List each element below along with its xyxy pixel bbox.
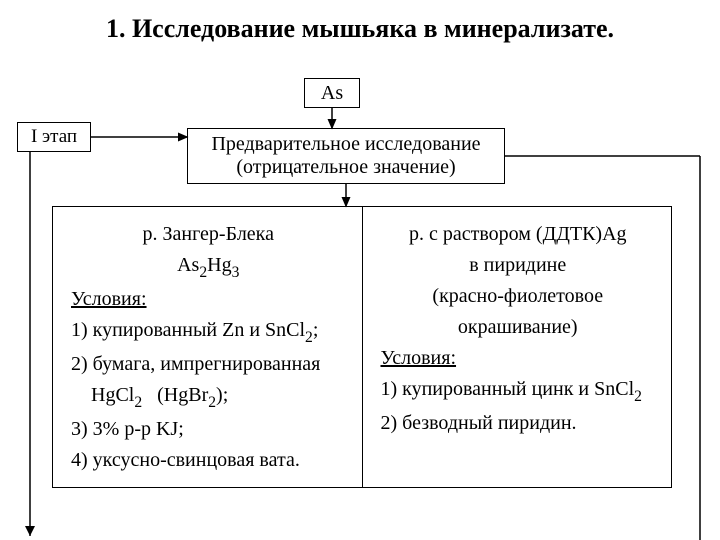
node-as: As: [304, 78, 360, 108]
node-stage-1: I этап: [17, 122, 91, 152]
reaction-zanger-blek: р. Зангер-БлекаAs2Hg3Условия:1) купирова…: [53, 207, 362, 487]
node-preliminary-study: Предварительное исследование(отрицательн…: [187, 128, 505, 184]
diagram-title: 1. Исследование мышьяка в минерализате.: [65, 14, 655, 44]
reaction-ddtk-ag: р. с раствором (ДДТК)Agв пиридине(красно…: [363, 207, 672, 487]
diagram-canvas: 1. Исследование мышьяка в минерализате. …: [0, 0, 720, 540]
reactions-panel: р. Зангер-БлекаAs2Hg3Условия:1) купирова…: [52, 206, 672, 488]
